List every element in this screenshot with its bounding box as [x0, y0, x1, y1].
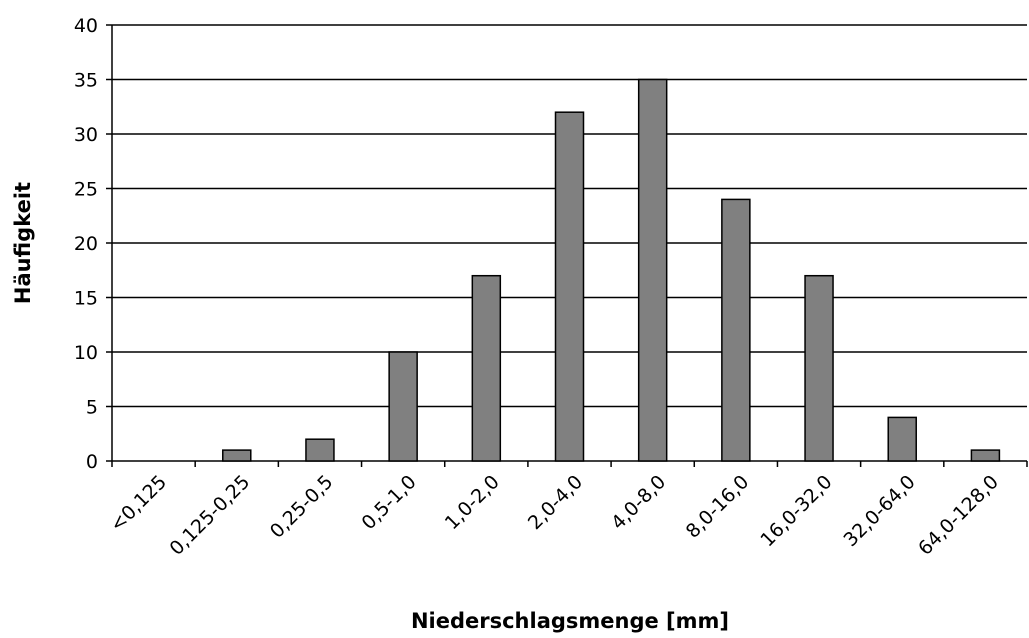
x-tick-label: 16,0-32,0 — [756, 471, 836, 551]
x-tick-label: 0,5-1,0 — [358, 471, 421, 534]
bar — [970, 449, 1001, 462]
x-tick-label: 32,0-64,0 — [840, 471, 920, 551]
y-axis-title: Häufigkeit — [11, 182, 35, 304]
y-tick-label: 35 — [74, 70, 98, 92]
bar — [721, 198, 751, 462]
bar — [804, 274, 834, 462]
bar — [388, 351, 418, 462]
y-tick-label: 15 — [74, 288, 98, 310]
y-tick-label: 40 — [74, 15, 98, 37]
y-tick-label: 10 — [74, 342, 98, 364]
x-tick-label: <0,125 — [106, 471, 171, 536]
x-tick-label: 0,125-0,25 — [166, 471, 255, 560]
y-tick-label: 5 — [86, 397, 98, 419]
x-tick-label: 1,0-2,0 — [441, 471, 504, 534]
y-tick-label: 30 — [74, 124, 98, 146]
bar — [222, 449, 252, 462]
x-tick-label: 8,0-16,0 — [682, 471, 754, 543]
bar — [637, 78, 668, 462]
x-tick-label: 2,0-4,0 — [524, 471, 587, 534]
x-tick-label: 0,25-0,5 — [266, 471, 338, 543]
bar — [305, 438, 335, 462]
y-tick-label: 0 — [86, 451, 98, 473]
y-tick-label: 25 — [74, 179, 98, 201]
bar — [554, 111, 585, 462]
y-tick-label: 20 — [74, 233, 98, 255]
bar — [471, 274, 502, 462]
x-tick-label: 4,0-8,0 — [607, 471, 670, 534]
x-axis-title: Niederschlagsmenge [mm] — [411, 609, 729, 633]
bar — [887, 416, 917, 462]
x-tick-label: 64,0-128,0 — [914, 471, 1003, 560]
